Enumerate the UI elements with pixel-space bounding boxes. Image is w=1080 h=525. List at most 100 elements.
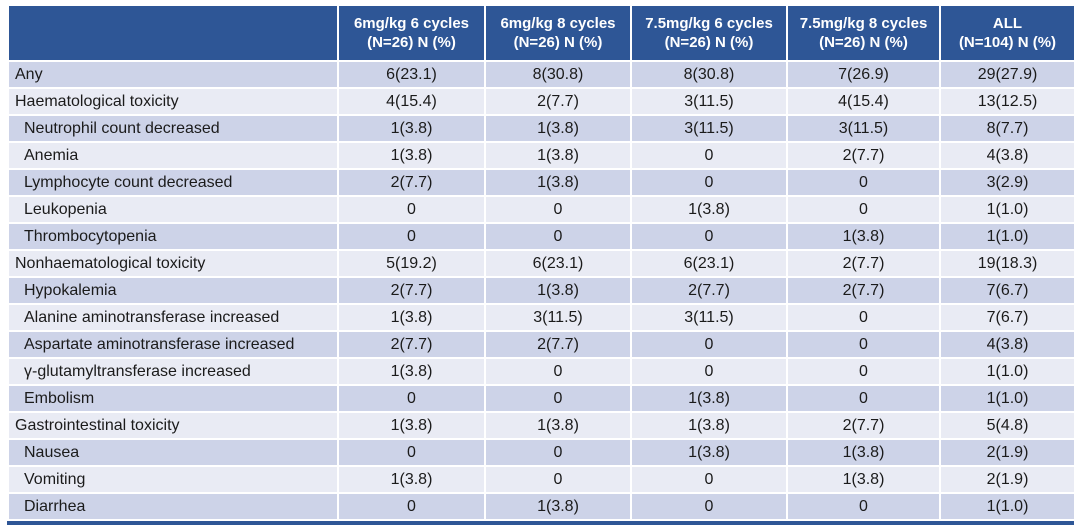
cell-value: 3(11.5) [484,303,632,332]
cell-value: 4(15.4) [337,87,486,116]
table-body: Any 6(23.1) 8(30.8) 8(30.8) 7(26.9) 29(2… [7,60,1076,521]
cell-value: 4(3.8) [939,141,1076,170]
cell-value: 4(3.8) [939,330,1076,359]
cell-value: 0 [630,492,788,521]
cell-value: 7(6.7) [939,303,1076,332]
table-row: Gastrointestinal toxicity 1(3.8) 1(3.8) … [7,411,1076,440]
table-row: Hypokalemia 2(7.7) 1(3.8) 2(7.7) 2(7.7) … [7,276,1076,305]
cell-value: 2(7.7) [484,87,632,116]
cell-value: 5(4.8) [939,411,1076,440]
table-row: γ-glutamyltransferase increased 1(3.8) 0… [7,357,1076,386]
cell-value: 2(7.7) [337,330,486,359]
cell-value: 1(3.8) [337,303,486,332]
cell-value: 0 [484,438,632,467]
cell-value: 6(23.1) [484,249,632,278]
cell-value: 1(3.8) [484,114,632,143]
cell-value: 1(3.8) [786,465,941,494]
cell-value: 1(3.8) [484,492,632,521]
column-header: ALL (N=104) N (%) [939,4,1076,62]
table-row: Lymphocyte count decreased 2(7.7) 1(3.8)… [7,168,1076,197]
table-row: Nausea 0 0 1(3.8) 1(3.8) 2(1.9) [7,438,1076,467]
column-header-line1: 7.5mg/kg 8 cycles [799,14,928,32]
cell-value: 2(7.7) [786,276,941,305]
cell-value: 8(30.8) [484,60,632,89]
cell-value: 0 [630,222,788,251]
cell-value: 1(3.8) [484,411,632,440]
cell-value: 3(11.5) [630,114,788,143]
row-label: Diarrhea [7,492,339,521]
cell-value: 0 [484,357,632,386]
row-label: Embolism [7,384,339,413]
cell-value: 1(3.8) [786,438,941,467]
cell-value: 1(3.8) [337,114,486,143]
cell-value: 1(3.8) [337,357,486,386]
cell-value: 1(3.8) [630,195,788,224]
row-label: Gastrointestinal toxicity [7,411,339,440]
cell-value: 2(7.7) [786,141,941,170]
cell-value: 1(1.0) [939,195,1076,224]
cell-value: 2(7.7) [786,249,941,278]
cell-value: 2(7.7) [484,330,632,359]
header-row: 6mg/kg 6 cycles (N=26) N (%) 6mg/kg 8 cy… [7,4,1076,62]
cell-value: 0 [786,195,941,224]
table-row: Any 6(23.1) 8(30.8) 8(30.8) 7(26.9) 29(2… [7,60,1076,89]
cell-value: 0 [337,438,486,467]
table-row: Alanine aminotransferase increased 1(3.8… [7,303,1076,332]
table-row: Diarrhea 0 1(3.8) 0 0 1(1.0) [7,492,1076,521]
table-bottom-border [7,521,1074,525]
table-row: Thrombocytopenia 0 0 0 1(3.8) 1(1.0) [7,222,1076,251]
cell-value: 0 [630,141,788,170]
cell-value: 8(30.8) [630,60,788,89]
cell-value: 1(3.8) [484,168,632,197]
cell-value: 1(3.8) [630,384,788,413]
cell-value: 8(7.7) [939,114,1076,143]
cell-value: 1(1.0) [939,384,1076,413]
cell-value: 1(3.8) [337,465,486,494]
cell-value: 1(3.8) [630,438,788,467]
table-row: Haematological toxicity 4(15.4) 2(7.7) 3… [7,87,1076,116]
row-label: Aspartate aminotransferase increased [7,330,339,359]
cell-value: 0 [786,384,941,413]
column-header-line2: (N=26) N (%) [664,34,754,51]
cell-value: 0 [786,357,941,386]
column-header-line1: ALL [992,14,1023,32]
row-label: Hypokalemia [7,276,339,305]
cell-value: 0 [337,384,486,413]
cell-value: 19(18.3) [939,249,1076,278]
table-row: Nonhaematological toxicity 5(19.2) 6(23.… [7,249,1076,278]
cell-value: 3(11.5) [786,114,941,143]
table-row: Leukopenia 0 0 1(3.8) 0 1(1.0) [7,195,1076,224]
cell-value: 1(3.8) [337,141,486,170]
cell-value: 0 [630,465,788,494]
column-header-line2: (N=26) N (%) [513,34,603,51]
cell-value: 13(12.5) [939,87,1076,116]
cell-value: 0 [786,492,941,521]
cell-value: 1(1.0) [939,222,1076,251]
cell-value: 0 [786,330,941,359]
table-row: Vomiting 1(3.8) 0 0 1(3.8) 2(1.9) [7,465,1076,494]
column-header-line1: 6mg/kg 6 cycles [353,14,470,32]
cell-value: 1(1.0) [939,492,1076,521]
row-label: Vomiting [7,465,339,494]
column-header-line1: 7.5mg/kg 6 cycles [645,14,773,32]
column-header: 6mg/kg 8 cycles (N=26) N (%) [484,4,632,62]
row-label: Haematological toxicity [7,87,339,116]
row-label: Any [7,60,339,89]
cell-value: 2(7.7) [337,168,486,197]
row-label: Thrombocytopenia [7,222,339,251]
table-row: Embolism 0 0 1(3.8) 0 1(1.0) [7,384,1076,413]
cell-value: 1(3.8) [337,411,486,440]
column-header: 7.5mg/kg 6 cycles (N=26) N (%) [630,4,788,62]
cell-value: 3(11.5) [630,303,788,332]
row-label: Anemia [7,141,339,170]
cell-value: 0 [630,168,788,197]
cell-value: 0 [484,195,632,224]
cell-value: 0 [337,492,486,521]
row-label: Leukopenia [7,195,339,224]
cell-value: 0 [484,465,632,494]
cell-value: 1(3.8) [630,411,788,440]
cell-value: 0 [484,384,632,413]
cell-value: 1(1.0) [939,357,1076,386]
cell-value: 7(6.7) [939,276,1076,305]
cell-value: 2(1.9) [939,438,1076,467]
